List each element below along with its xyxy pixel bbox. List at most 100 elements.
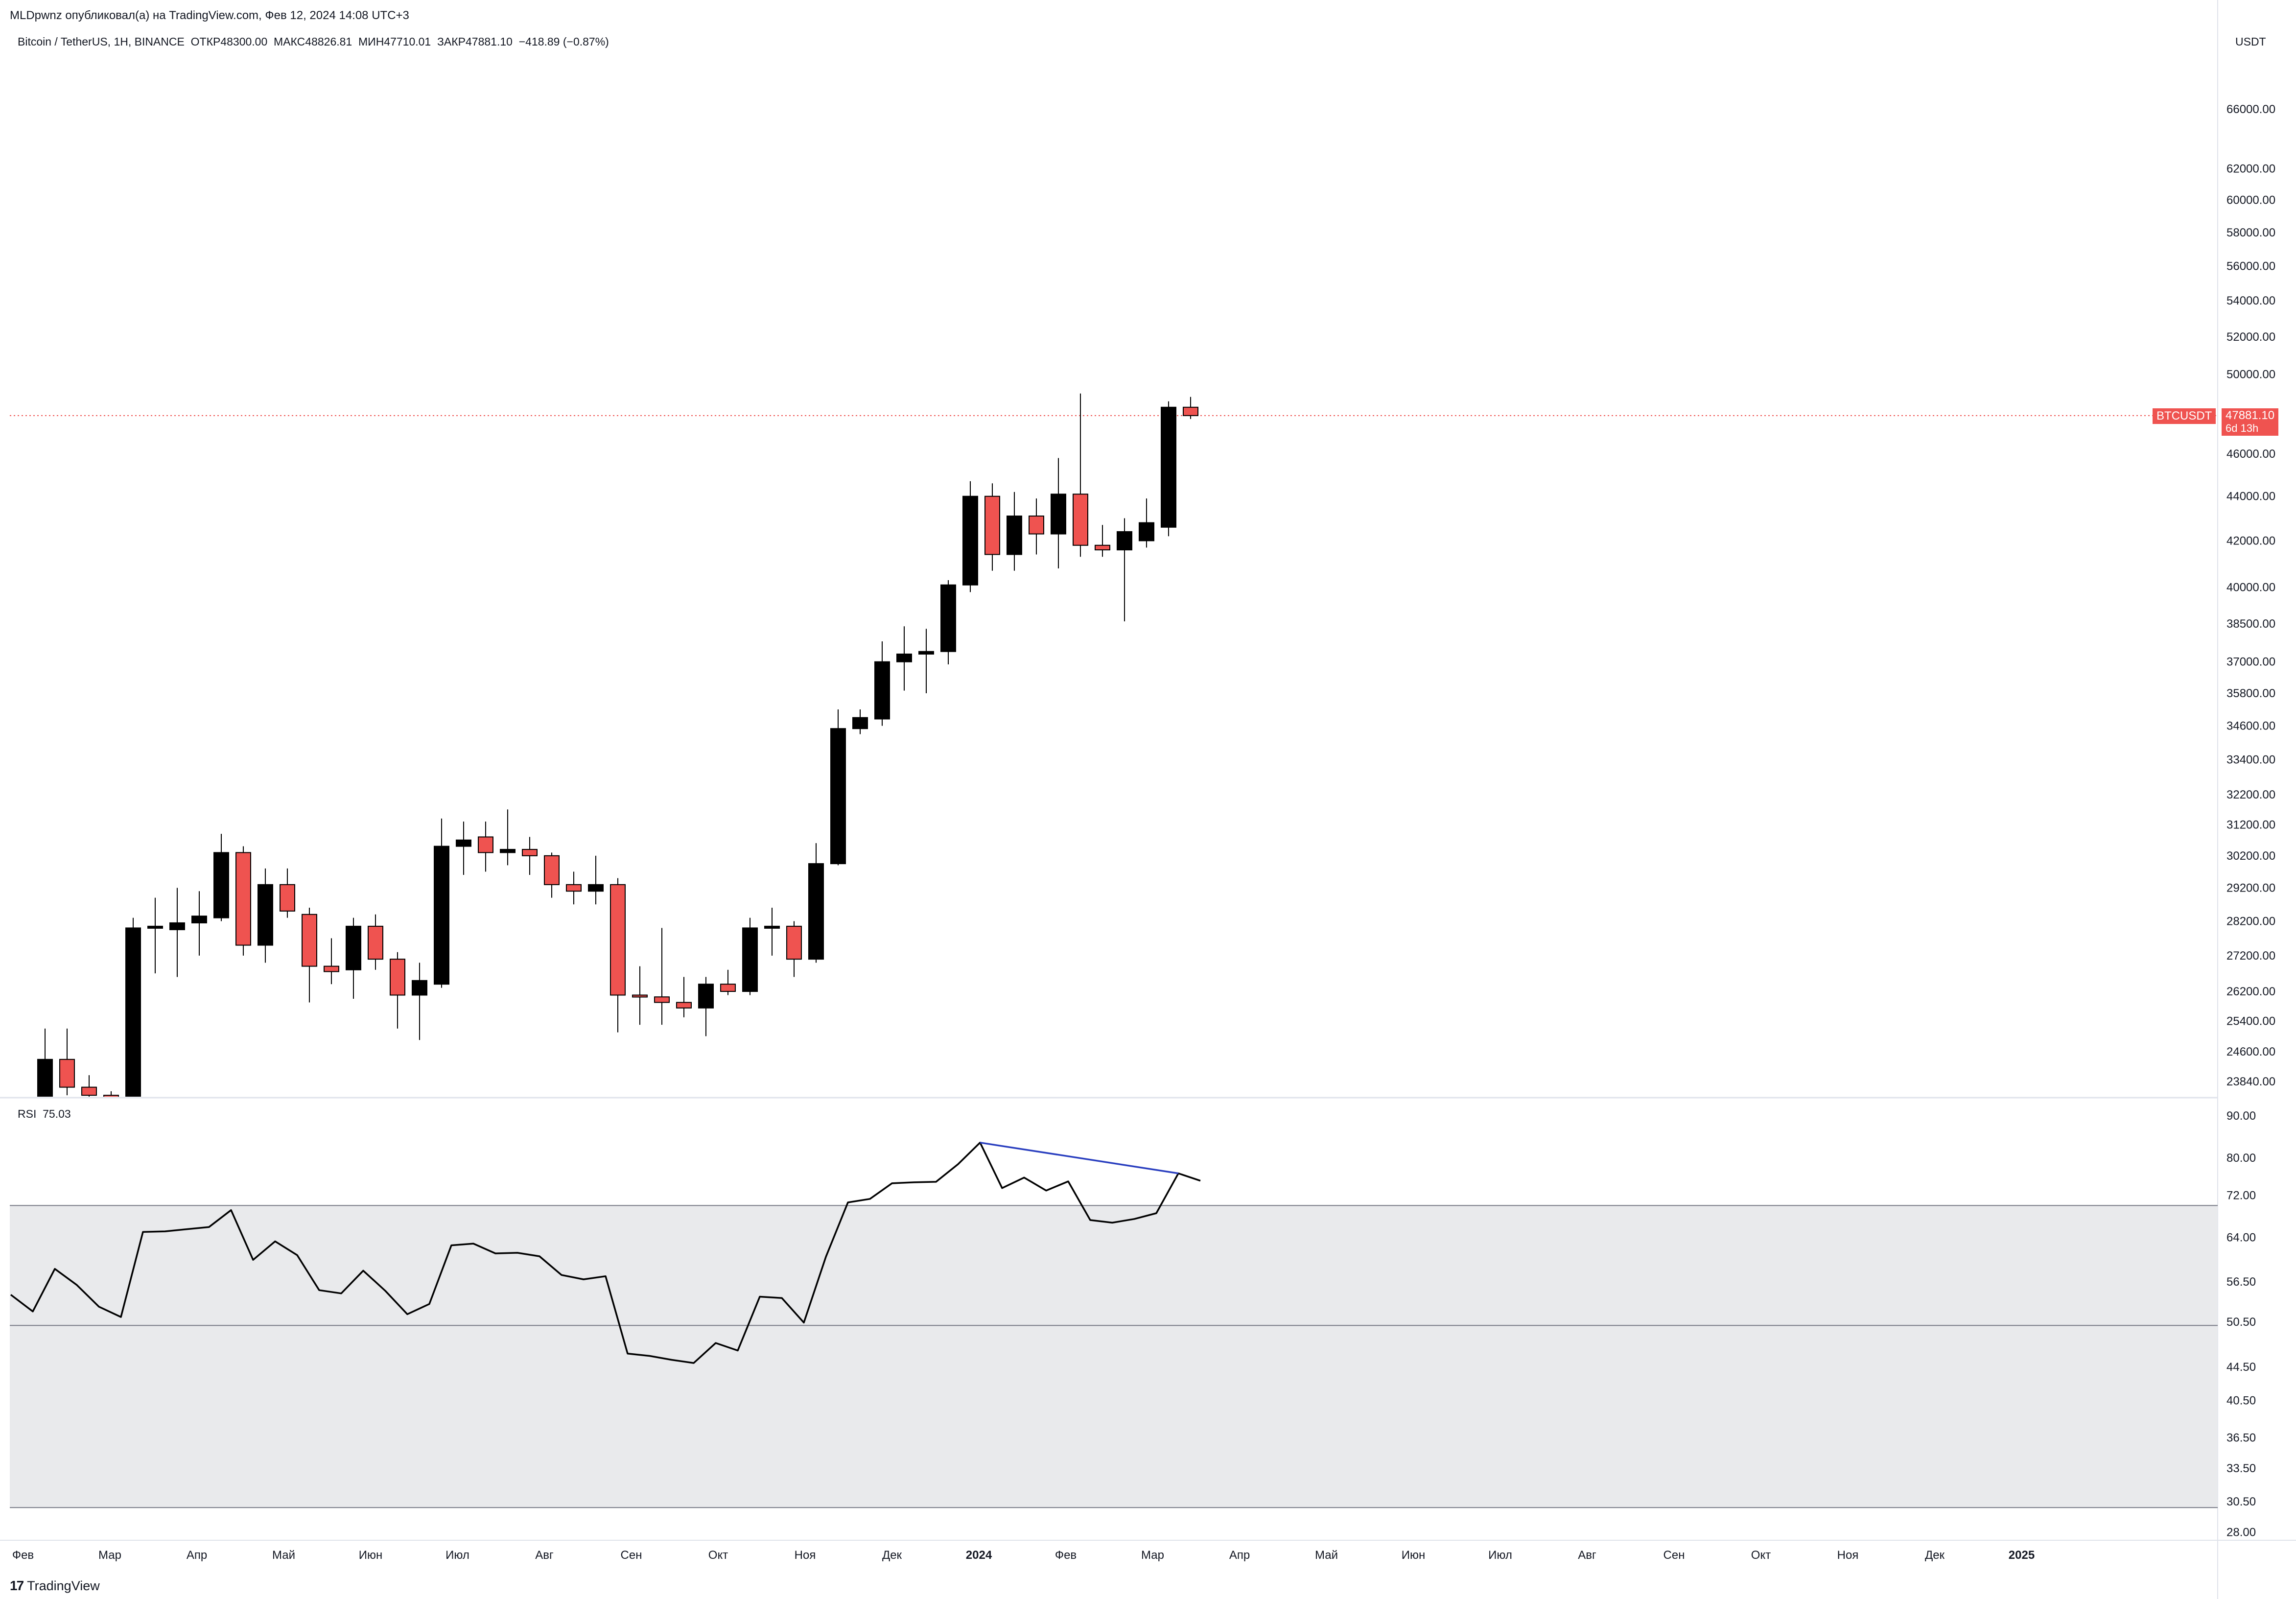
candle-body [81,1086,97,1096]
candle-body [962,495,978,586]
rsi-line-series[interactable] [10,1142,1201,1364]
candle[interactable] [962,481,978,592]
candlestick-series[interactable] [37,393,1198,1203]
time-tick-label: Мар [1141,1549,1164,1562]
candle-body [368,925,383,960]
candle[interactable] [852,709,868,734]
tradingview-logo[interactable]: 17 TradingView [10,1578,100,1594]
candle[interactable] [1183,397,1198,419]
candle[interactable] [1161,401,1176,537]
candle[interactable] [610,878,626,1033]
candle[interactable] [984,483,1000,571]
candle[interactable] [412,963,427,1040]
price-tick-label: 31200.00 [2226,818,2275,831]
candle-body [676,1002,692,1009]
candle-body [1051,494,1066,535]
candle[interactable] [654,928,670,1025]
currency-label[interactable]: USDT [2235,35,2266,48]
candle[interactable] [720,969,736,995]
candle[interactable] [742,917,758,995]
candle-body [852,717,868,729]
candle[interactable] [1095,525,1110,557]
candle[interactable] [698,977,714,1036]
candle[interactable] [786,921,802,977]
price-tick-label: 29200.00 [2226,882,2275,895]
time-tick-label: Мар [98,1549,121,1562]
candle[interactable] [125,917,141,1203]
candle[interactable] [235,846,251,956]
candle[interactable] [566,871,582,905]
candle-body [808,863,824,960]
candle[interactable] [191,891,207,956]
candle-body [59,1058,75,1088]
candle[interactable] [1007,492,1022,571]
price-tick-label: 24600.00 [2226,1045,2275,1058]
candle-body [764,925,780,929]
price-tick-label: 50000.00 [2226,368,2275,381]
candle[interactable] [302,908,317,1003]
price-axis[interactable]: 66000.00 62000.00 60000.00 58000.00 56000.00… [2226,103,2275,1088]
candle[interactable] [434,818,449,988]
candle[interactable] [676,977,692,1017]
rsi-tick-label: 56.50 [2226,1275,2256,1289]
candle[interactable] [1117,518,1132,622]
candle[interactable] [368,914,383,970]
rsi-tick-label: 90.00 [2226,1109,2256,1123]
bar-countdown: 6d 13h [2226,422,2259,434]
candle[interactable] [103,1091,119,1180]
candle[interactable] [456,822,471,875]
rsi-line[interactable] [10,1142,1201,1364]
candle[interactable] [346,917,361,999]
candle-body [654,996,670,1003]
candle[interactable] [1029,498,1044,555]
candle[interactable] [830,709,846,866]
candle-body [632,994,648,998]
rsi-name: RSI [18,1107,37,1120]
candle[interactable] [1139,498,1154,548]
time-tick-label: Июн [359,1549,383,1562]
candle[interactable] [522,837,538,875]
last-price-badge: 47881.10 6d 13h [2222,408,2279,436]
candle[interactable] [390,952,405,1029]
rsi-tick-label: 80.00 [2226,1152,2256,1165]
candle[interactable] [213,834,229,921]
candle[interactable] [632,966,648,1025]
candle[interactable] [500,809,515,866]
candle[interactable] [280,868,295,918]
candle[interactable] [588,855,604,905]
candle[interactable] [169,888,185,977]
candle[interactable] [37,1028,53,1116]
candle[interactable] [324,938,339,985]
candle[interactable] [874,641,890,726]
rsi-legend[interactable]: RSI 75.03 [18,1107,71,1121]
candle-body [918,651,934,655]
candle[interactable] [81,1075,97,1116]
candle-body [500,848,515,853]
candle[interactable] [764,908,780,956]
candle[interactable] [59,1028,75,1096]
symbol-legend[interactable]: Bitcoin / TetherUS, 1H, BINANCE ОТКР4830… [18,35,609,48]
candle[interactable] [896,626,912,691]
rsi-tick-label: 40.50 [2226,1394,2256,1408]
candle-body [213,852,229,918]
candle[interactable] [918,629,934,694]
candle[interactable] [147,897,163,974]
candle[interactable] [940,580,956,664]
candle[interactable] [258,868,273,963]
candle[interactable] [478,822,493,872]
candle[interactable] [1073,393,1088,557]
rsi-axis[interactable]: 90.00 80.00 72.00 64.00 56.50 50.50 44.50 40.50… [2226,1109,2256,1539]
price-tick-label: 26200.00 [2226,985,2275,998]
candle-body [1117,531,1132,551]
price-tick-label: 23840.00 [2226,1075,2275,1088]
candle[interactable] [808,843,824,963]
candle[interactable] [1051,458,1066,569]
time-axis[interactable]: Фев Мар Апр Май Июн Июл Авг Сен Окт Ноя Дек 2024 Фев… [12,1549,2035,1562]
candle[interactable] [544,852,560,898]
bearish-divergence-line[interactable] [980,1142,1179,1175]
rsi-tick-label: 50.50 [2226,1316,2256,1329]
candle-body [191,916,207,923]
time-tick-label: Дек [882,1549,902,1562]
candle-body [522,848,538,856]
